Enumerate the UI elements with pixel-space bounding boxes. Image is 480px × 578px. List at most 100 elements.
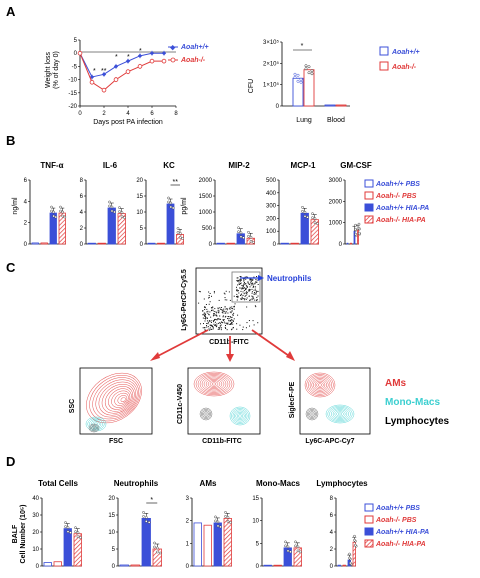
weight-point [137, 64, 143, 69]
p3-ylabel: SiglecF-PE [289, 381, 296, 418]
cytokine-chart-5-bar [346, 242, 349, 245]
cfu-ytick: 1×10⁵ [263, 82, 280, 89]
weight-xtick: 0 [78, 111, 82, 117]
cell-chart-1-bar [119, 564, 129, 567]
cell-chart-4-ytick: 4 [330, 530, 334, 536]
legend-ko: Aoah-/- [180, 57, 206, 64]
cytokine-chart-2-bar [147, 242, 156, 245]
flow-plot-cd11c: CD11c-V450 CD11b-FITC [177, 367, 261, 445]
weight-point [101, 72, 107, 77]
weight-point [149, 51, 155, 56]
b-legend-3: Aoah-/- HIA-PA [375, 217, 426, 224]
cell-chart-3-ytick: 10 [252, 519, 259, 525]
cfu-sig: * [301, 43, 304, 50]
cell-chart-1-ytick: 20 [108, 496, 115, 502]
svg-text:◆: ◆ [170, 45, 176, 52]
cytokine-chart-0-bar [40, 242, 48, 245]
cytokine-chart-1-bar [97, 242, 106, 245]
weight-point [89, 74, 95, 80]
weight-legend: ◆ Aoah+/+ Aoah-/- [168, 44, 209, 64]
d-legend-0: Aoah+/+ PBS [375, 505, 420, 512]
weight-point [125, 58, 131, 64]
sig-mark-day4: * [127, 54, 130, 61]
weight-point [89, 79, 95, 85]
cell-chart-0-ytick: 20 [32, 530, 39, 536]
b-legend-0: Aoah+/+ PBS [375, 181, 420, 188]
cytokine-chart-0-bar [31, 242, 39, 245]
cytokine-chart-0: 6 4 2 0 TNF-α [24, 161, 67, 248]
flow-plot-fsc-ssc: SSC FSC [69, 367, 153, 445]
cytokine-chart-4-bar [280, 242, 289, 245]
cell-chart-4-ytick: 0 [330, 564, 334, 570]
cell-chart-3-ytick: 0 [256, 564, 260, 570]
cfu-legend-wt: Aoah+/+ [391, 49, 420, 56]
weight-loss-chart: Weight loss (% of day 0) 5 0 -5 -10 -15 -20 0… [45, 38, 178, 126]
top-xlabel: CD11b-FITC [209, 339, 249, 346]
weight-point [125, 69, 131, 74]
panel-letter-d: D [6, 454, 15, 469]
cfu-ytick: 2×10⁵ [263, 60, 280, 67]
cytokine-chart-5: 3000 2000 1000 0 GM-CSF [329, 161, 372, 248]
cell-chart-2: 3 2 1 0 AMs [186, 479, 232, 570]
cytokine-chart-5-title: GM-CSF [340, 161, 372, 170]
cytokine-chart-3-ytick: 1000 [199, 210, 213, 216]
cytokine-chart-2-sig: ** [173, 179, 179, 186]
cytokine-chart-3-ytick: 1500 [199, 194, 213, 200]
panel-letter-a: A [6, 4, 16, 19]
cell-chart-2-ytick: 3 [186, 496, 190, 502]
d-legend-2: Aoah+/+ HIA-PA [375, 529, 429, 536]
cell-chart-3-bar [263, 564, 272, 567]
b-ylabel-pgml: pg/ml [181, 197, 188, 215]
pop-lymphocytes: Lymphocytes [385, 416, 450, 427]
d-legend-1: Aoah-/- PBS [375, 517, 417, 524]
cytokine-chart-1-ytick: 2 [80, 226, 84, 232]
cell-chart-3-ytick: 15 [252, 496, 259, 502]
weight-point [149, 58, 155, 64]
cfu-cat-lung: Lung [296, 117, 312, 124]
cell-chart-4-ytick: 2 [330, 547, 334, 553]
b-legend: Aoah+/+ PBS Aoah-/- PBS Aoah+/+ HIA-PA A… [364, 179, 429, 224]
cell-chart-0-ytick: 10 [32, 547, 39, 553]
weight-line-0 [79, 52, 164, 78]
cytokine-chart-3-ytick: 500 [202, 226, 213, 232]
weight-xlabel: Days post PA infection [93, 119, 163, 126]
cytokine-chart-4-ytick: 200 [266, 216, 277, 222]
b-legend-1: Aoah-/- PBS [375, 193, 417, 200]
cell-chart-1-title: Neutrophils [114, 479, 159, 488]
weight-point [113, 64, 119, 69]
cytokine-chart-3-title: MIP-2 [228, 161, 250, 170]
cytokine-chart-1-ytick: 0 [80, 242, 84, 248]
cell-chart-3-bar [273, 564, 282, 567]
cell-chart-4-ytick: 6 [330, 513, 334, 519]
cell-chart-0-bar [53, 561, 62, 567]
cytokine-chart-1-ytick: 8 [80, 178, 84, 184]
cytokine-chart-0-title: TNF-α [40, 161, 63, 170]
cfu-bar [335, 104, 347, 107]
cell-chart-1: 20 15 10 5 0 Neutrophils * [108, 479, 162, 570]
cytokine-chart-3: 2000 1500 1000 500 0 MIP-2 [199, 161, 255, 248]
cytokine-chart-1-bar [107, 207, 116, 245]
gating-arrows [150, 329, 295, 362]
weight-ytick: -15 [68, 91, 77, 97]
cell-chart-2-ytick: 2 [186, 519, 190, 525]
cell-chart-1-ytick: 0 [112, 564, 116, 570]
weight-xtick: 2 [102, 111, 106, 117]
cytokine-chart-4-ytick: 100 [266, 229, 277, 235]
weight-point [161, 51, 167, 56]
cell-chart-3-ytick: 5 [256, 541, 260, 547]
cfu-bar [292, 77, 304, 107]
cfu-legend-ko: Aoah-/- [391, 64, 417, 71]
cytokine-chart-5-bar [353, 230, 356, 245]
cell-chart-0-ytick: 40 [32, 496, 39, 502]
cell-chart-4-title: Lymphocytes [316, 479, 368, 488]
weight-xtick: 6 [150, 111, 154, 117]
weight-ytick: 0 [74, 51, 78, 57]
cytokine-chart-3-bar [216, 242, 225, 245]
top-ylabel: Ly6G-PerCP-Cy5.5 [181, 269, 188, 331]
cell-chart-4: 8 6 4 2 0 Lymphocytes [316, 479, 368, 570]
cytokine-chart-0-ytick: 4 [24, 199, 28, 205]
cytokine-chart-2-ytick: 5 [140, 226, 144, 232]
weight-ylabel-2: (% of day 0) [53, 51, 60, 89]
cytokine-chart-4-ytick: 300 [266, 204, 277, 210]
weight-ytick: -5 [72, 64, 78, 70]
